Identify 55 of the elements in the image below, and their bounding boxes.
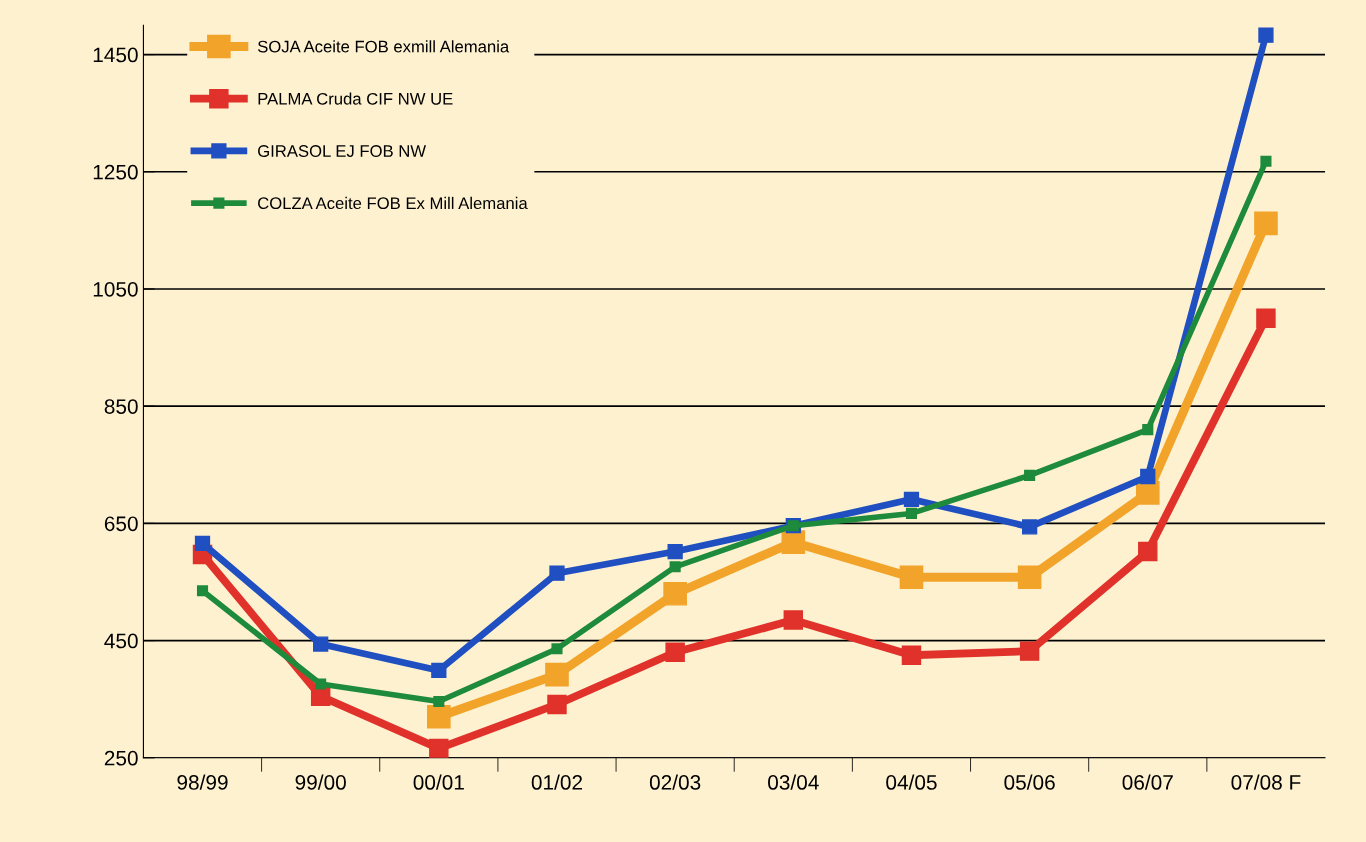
point (1260, 155, 1272, 167)
point (665, 642, 685, 663)
x-tick-label: 07/08 F (1231, 774, 1301, 790)
point (1019, 641, 1040, 661)
point (669, 561, 681, 573)
point (545, 662, 569, 687)
point (196, 585, 209, 597)
x-tick-label: 04/05 (886, 774, 937, 790)
point (899, 565, 924, 590)
x-tick-label: 05/06 (1004, 774, 1055, 790)
y-tick-label: 250 (104, 750, 138, 766)
x-tick-label: 99/00 (295, 774, 346, 790)
point (1142, 424, 1154, 436)
point (194, 535, 211, 551)
point (901, 645, 922, 665)
point (431, 662, 447, 679)
point (549, 565, 565, 581)
point (1021, 519, 1038, 535)
y-tick-label: 650 (104, 516, 138, 532)
legend-label: COLZA Aceite FOB Ex Mill Alemania (258, 196, 528, 210)
y-tick-label: 1450 (93, 47, 138, 63)
point (1258, 27, 1274, 43)
point (667, 543, 683, 560)
point (433, 695, 445, 708)
y-tick-label: 1050 (93, 281, 138, 297)
point (1135, 481, 1160, 505)
legend-label: PALMA Cruda CIF NW UE (258, 92, 453, 105)
x-tick-label: 01/02 (531, 774, 583, 790)
point (1140, 468, 1156, 485)
x-tick-label: 03/04 (768, 774, 819, 790)
point (1017, 565, 1042, 590)
point (781, 530, 806, 554)
point (903, 491, 920, 507)
point (783, 610, 804, 630)
point (429, 738, 449, 758)
legend-label: GIRASOL EJ FOB NW (258, 145, 426, 157)
point (1138, 541, 1158, 562)
y-tick-label: 850 (104, 399, 138, 414)
point (313, 636, 329, 652)
x-tick-label: 02/03 (649, 774, 701, 790)
x-tick-label: 00/01 (413, 774, 464, 790)
legend-label: SOJA Aceite FOB exmill Alemania (257, 40, 510, 53)
point (547, 694, 567, 715)
y-tick-label: 450 (104, 633, 138, 649)
point (551, 643, 563, 655)
point (1024, 469, 1036, 481)
point (905, 507, 918, 519)
x-tick-label: 98/99 (177, 774, 228, 790)
point (1254, 211, 1278, 236)
point (315, 678, 327, 690)
point (1256, 308, 1276, 328)
point (663, 581, 687, 606)
x-tick-label: 06/07 (1122, 774, 1173, 790)
point (427, 704, 451, 729)
y-tick-label: 1250 (93, 164, 138, 180)
